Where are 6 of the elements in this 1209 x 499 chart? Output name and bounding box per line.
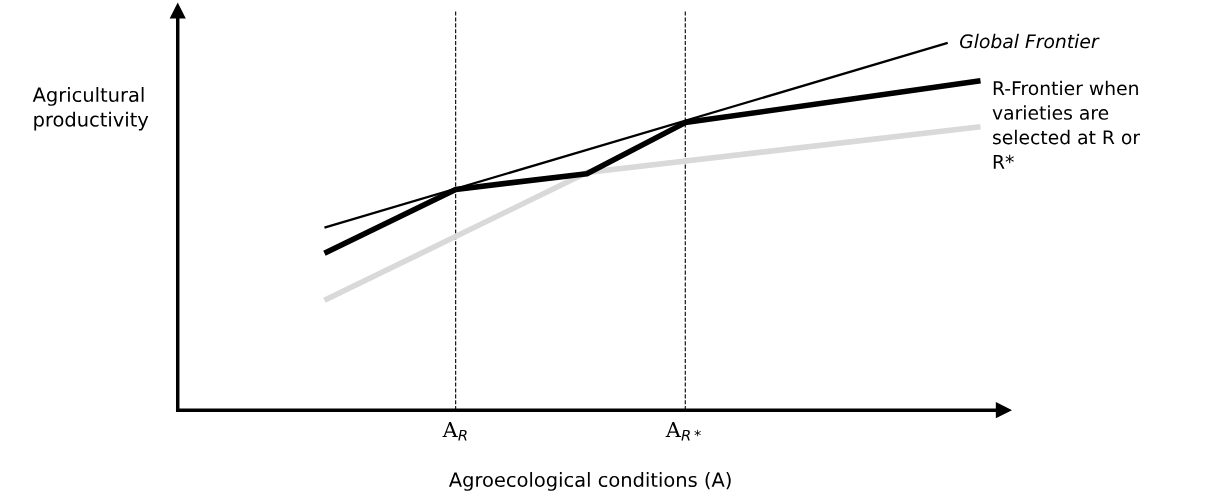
x-axis-title: Agroecological conditions (A) — [448, 472, 731, 491]
x-tick-label: A$_{R}$ — [442, 421, 467, 441]
x-tick-label: A$_{R*}$ — [665, 421, 701, 441]
series-label: Global Frontier — [960, 33, 1100, 49]
series-label: R-Frontier when varieties are selected at R or R* — [992, 80, 1141, 169]
text: Agricultural productivity — [32, 87, 149, 131]
